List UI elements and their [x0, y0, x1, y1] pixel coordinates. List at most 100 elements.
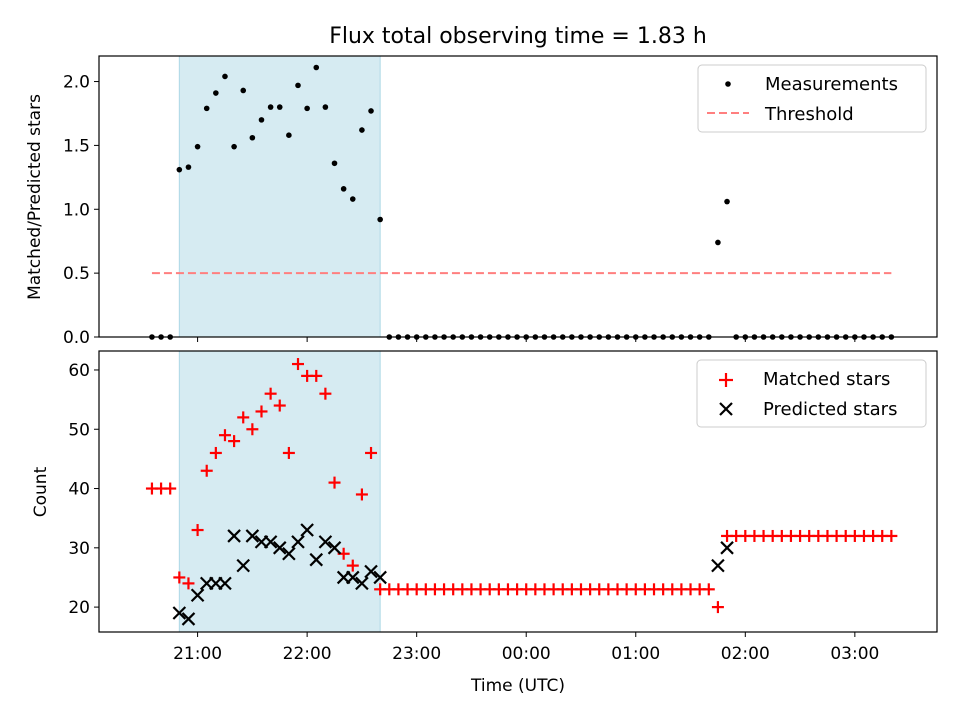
matched-stars-point	[237, 411, 250, 424]
measurement-point	[258, 117, 265, 123]
legend-matched-marker	[719, 373, 733, 387]
bottom-legend-box	[696, 359, 927, 428]
measurement-point	[222, 73, 228, 80]
legend-predicted-marker	[719, 402, 733, 416]
matched-stars-point	[182, 577, 195, 590]
y-tick-label: 0.5	[63, 264, 90, 284]
chart-title: Flux total observing time = 1.83 h	[329, 24, 707, 49]
matched-stars-point	[255, 405, 268, 418]
predicted-stars-point	[345, 570, 360, 585]
y-tick-label: 2.0	[63, 73, 90, 93]
predicted-stars-point	[291, 535, 305, 549]
predicted-stars-point	[300, 523, 314, 537]
legend-measurements-label: Measurements	[765, 74, 898, 95]
legend-threshold-label: Threshold	[764, 104, 854, 125]
measurement-point	[331, 160, 338, 167]
predicted-stars-point	[263, 535, 278, 549]
x-tick-label: 03:00	[830, 644, 879, 664]
measurement-point	[286, 132, 292, 138]
measurement-point	[368, 108, 374, 114]
predicted-stars-point	[245, 529, 260, 543]
measurement-point	[276, 104, 283, 110]
matched-stars-point	[319, 387, 332, 400]
measurement-point	[194, 143, 201, 150]
measurement-point	[267, 104, 274, 110]
y-tick-label: 0.0	[63, 328, 90, 348]
matched-stars-point	[200, 464, 213, 477]
matched-stars-point	[209, 446, 222, 459]
predicted-stars-point	[309, 552, 324, 567]
measurement-point	[313, 64, 320, 71]
y-tick-label: 20	[68, 598, 90, 618]
y-tick-label: 30	[68, 539, 90, 559]
bottom-panel: 21:00 22:00 23:00 00:00 01:00 02:00 03:00 20 30 4…	[31, 350, 938, 664]
matched-stars-point	[346, 559, 359, 572]
legend-matched-label: Matched stars	[763, 369, 890, 390]
matched-stars-point	[264, 387, 277, 400]
measurement-point	[359, 127, 365, 133]
measurement-point	[715, 239, 721, 246]
matched-stars-point	[702, 583, 715, 596]
top-panel-frame	[98, 55, 938, 338]
predicted-stars-point	[227, 529, 241, 543]
predicted-stars-point	[282, 546, 296, 561]
predicted-stars-point	[218, 576, 232, 591]
measurement-point	[213, 90, 219, 96]
matched-stars-point	[310, 369, 323, 382]
predicted-stars-point	[272, 541, 287, 555]
predicted-stars-point	[172, 606, 187, 620]
matched-stars-point	[228, 435, 241, 448]
y-tick-label: 50	[68, 420, 90, 440]
measurement-point	[377, 216, 383, 223]
measurement-point	[295, 82, 301, 89]
measurement-point	[240, 87, 247, 94]
measurement-point	[724, 198, 730, 205]
matched-stars-point	[711, 601, 724, 614]
top-panel: 0.00.51.01.52.0 Matched/Predicted stars …	[25, 55, 938, 348]
measurement-point	[231, 143, 237, 150]
matched-stars-point	[164, 482, 177, 495]
x-tick-label: 01:00	[611, 644, 660, 664]
legend-predicted-label: Predicted stars	[763, 399, 897, 420]
predicted-stars-point	[355, 576, 369, 591]
top-legend-box	[697, 64, 927, 133]
measurement-point	[322, 104, 329, 110]
y-tick-label: 40	[68, 480, 90, 500]
matched-stars-point	[273, 399, 286, 412]
legend-measurements-marker	[725, 81, 731, 87]
y-tick-label: 60	[68, 361, 90, 381]
x-axis-label: Time (UTC)	[470, 676, 565, 696]
matched-stars-point	[282, 446, 295, 459]
predicted-stars-point	[364, 564, 378, 579]
measurement-point	[349, 196, 356, 202]
matched-stars-point	[218, 429, 231, 442]
bottom-legend: Matched stars Predicted stars	[696, 359, 927, 428]
y-tick-label: 1.5	[63, 136, 90, 156]
measurement-point	[304, 105, 310, 112]
predicted-stars-point	[190, 588, 205, 603]
predicted-stars-point	[373, 570, 387, 585]
bottom-panel-ylabel: Count	[31, 466, 51, 517]
x-tick-label: 23:00	[392, 644, 441, 664]
predicted-stars-point	[236, 558, 251, 573]
predicted-stars-point	[711, 558, 725, 573]
x-tick-label: 22:00	[283, 644, 332, 664]
measurement-point	[340, 186, 347, 192]
x-tick-label: 02:00	[721, 644, 770, 664]
measurement-point	[249, 134, 256, 141]
y-tick-label: 1.0	[63, 200, 90, 220]
matched-stars-point	[246, 423, 259, 436]
observing-window-span	[178, 55, 381, 338]
predicted-stars-point	[181, 612, 196, 626]
x-tick-label: 21:00	[173, 644, 222, 664]
top-panel-ylabel: Matched/Predicted stars	[25, 94, 45, 300]
matched-stars-point	[885, 529, 898, 542]
matched-stars-point	[191, 524, 204, 537]
predicted-stars-point	[720, 541, 734, 555]
matched-stars-point	[365, 446, 378, 459]
matched-stars-point	[355, 488, 368, 501]
x-tick-label: 00:00	[502, 644, 551, 664]
matched-stars-point	[173, 571, 186, 584]
predicted-stars-point	[318, 535, 333, 549]
measurement-point	[185, 164, 192, 170]
